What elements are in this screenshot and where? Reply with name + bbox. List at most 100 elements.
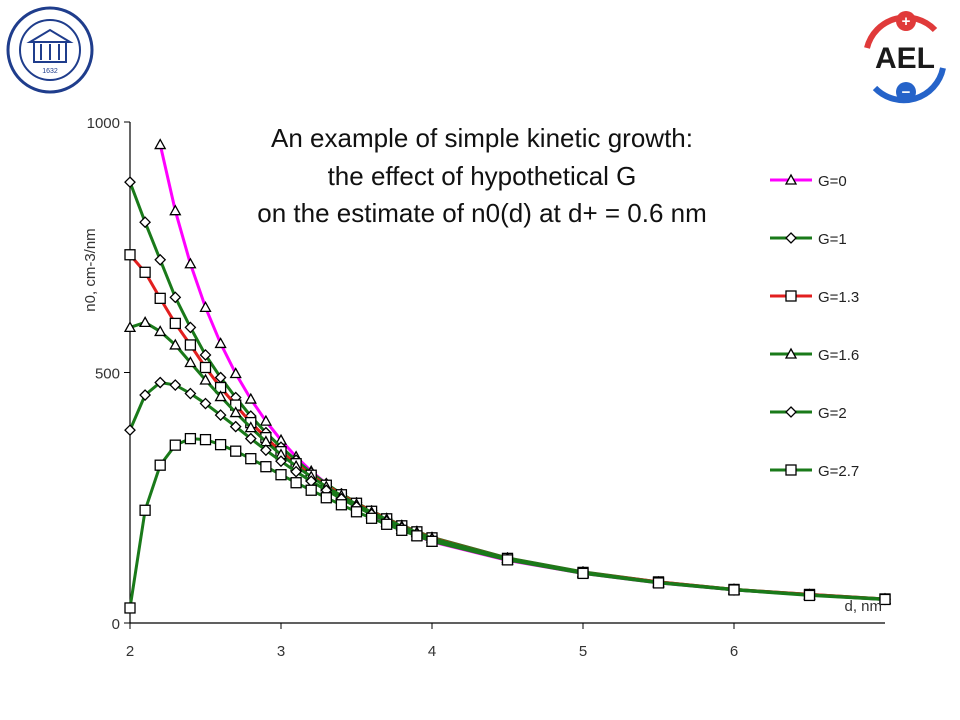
legend-label: G=2.7 [818,463,859,480]
data-point [154,376,167,389]
data-point [199,349,212,361]
data-point [275,455,287,468]
data-point [229,406,242,418]
data-point [199,301,212,313]
legend-marker [785,232,797,244]
legend-label: G=1 [818,231,847,248]
seal-inner-ring [19,19,81,81]
ael-logo: + − AEL [864,11,946,104]
plus-icon: + [902,13,911,30]
data-point [320,492,332,504]
data-point [184,356,197,368]
data-point [290,477,302,489]
legend-item: G=1.6 [770,347,859,364]
data-point [652,577,665,589]
data-point [244,421,257,433]
minus-badge [896,82,916,102]
data-point [139,389,152,401]
data-point [229,367,242,379]
y-tick-label: 1000 [87,115,120,132]
data-point [139,504,151,516]
data-point [124,424,136,437]
data-point [290,465,303,478]
title-line-3: on the estimate of n0(d) at d+ = 0.6 nm [257,198,707,228]
legend-marker [784,347,798,359]
university-seal-logo: 1632 [6,6,94,94]
data-point [199,433,212,446]
legend-item: G=1.3 [770,289,859,306]
data-point [154,459,166,471]
data-point [214,438,227,451]
data-point [229,420,242,433]
legend-item: G=1 [770,231,847,248]
roof-icon [26,28,74,43]
legend-item: G=0 [770,173,847,190]
x-tick-label: 5 [579,643,587,660]
data-point [501,554,514,566]
data-point [123,321,137,333]
data-point [169,317,181,330]
data-point [154,253,167,266]
data-point [335,499,348,511]
seal-outer-ring [6,6,94,94]
data-point [184,339,197,351]
legend-label: G=0 [818,173,847,190]
data-point [138,316,152,328]
data-point [199,361,212,374]
data-point [350,506,363,518]
data-point [396,524,408,536]
data-point [879,593,891,606]
data-point [169,204,182,216]
y-axis-label: n0, cm-3/nm [82,228,99,311]
x-tick-label: 6 [730,643,738,660]
y-tick-label: 500 [95,366,120,383]
chart: 0 500 1000 2 3 4 5 6 [87,115,892,660]
data-point [214,390,227,402]
data-point [381,518,393,530]
data-point [184,432,197,445]
legend: G=0 G=1 G=1.3 G=1.6 G=2 G=2.7 [770,173,859,480]
data-point [184,257,197,269]
seal-year: 1632 [42,68,58,75]
legend-label: G=1.6 [818,347,859,364]
data-point [259,444,272,457]
data-point [154,138,167,150]
legend-item: G=2.7 [770,463,859,480]
data-point [169,291,182,304]
data-point [139,216,152,229]
data-point [124,176,136,189]
data-point [244,432,257,445]
data-point [803,589,816,602]
data-point [260,461,272,473]
data-point [214,337,227,349]
legend-marker [785,464,797,476]
legend-marker [785,290,797,302]
legend-marker [784,173,798,185]
data-point [728,584,740,596]
data-point [169,379,182,391]
data-point [259,414,273,426]
data-point [244,392,257,404]
data-point [275,469,287,481]
data-point [124,249,136,261]
series-G=2.7 [124,432,891,614]
ael-blue-arc [872,67,946,104]
data-point [199,397,212,410]
x-tick-label: 3 [277,643,285,660]
title-line-2: the effect of hypothetical G [328,161,637,191]
data-point [139,266,151,278]
data-point [245,453,257,465]
x-tick-label: 4 [428,643,436,660]
data-point [577,567,589,580]
data-point [305,484,317,496]
legend-label: G=2 [818,405,847,422]
ael-red-arc [864,14,938,49]
data-point [154,325,167,337]
x-axis-label: d, nm [844,598,882,615]
data-point [230,445,242,457]
data-point [365,512,378,524]
data-point [184,387,197,400]
data-point [169,439,181,451]
legend-label: G=1.3 [818,289,859,306]
